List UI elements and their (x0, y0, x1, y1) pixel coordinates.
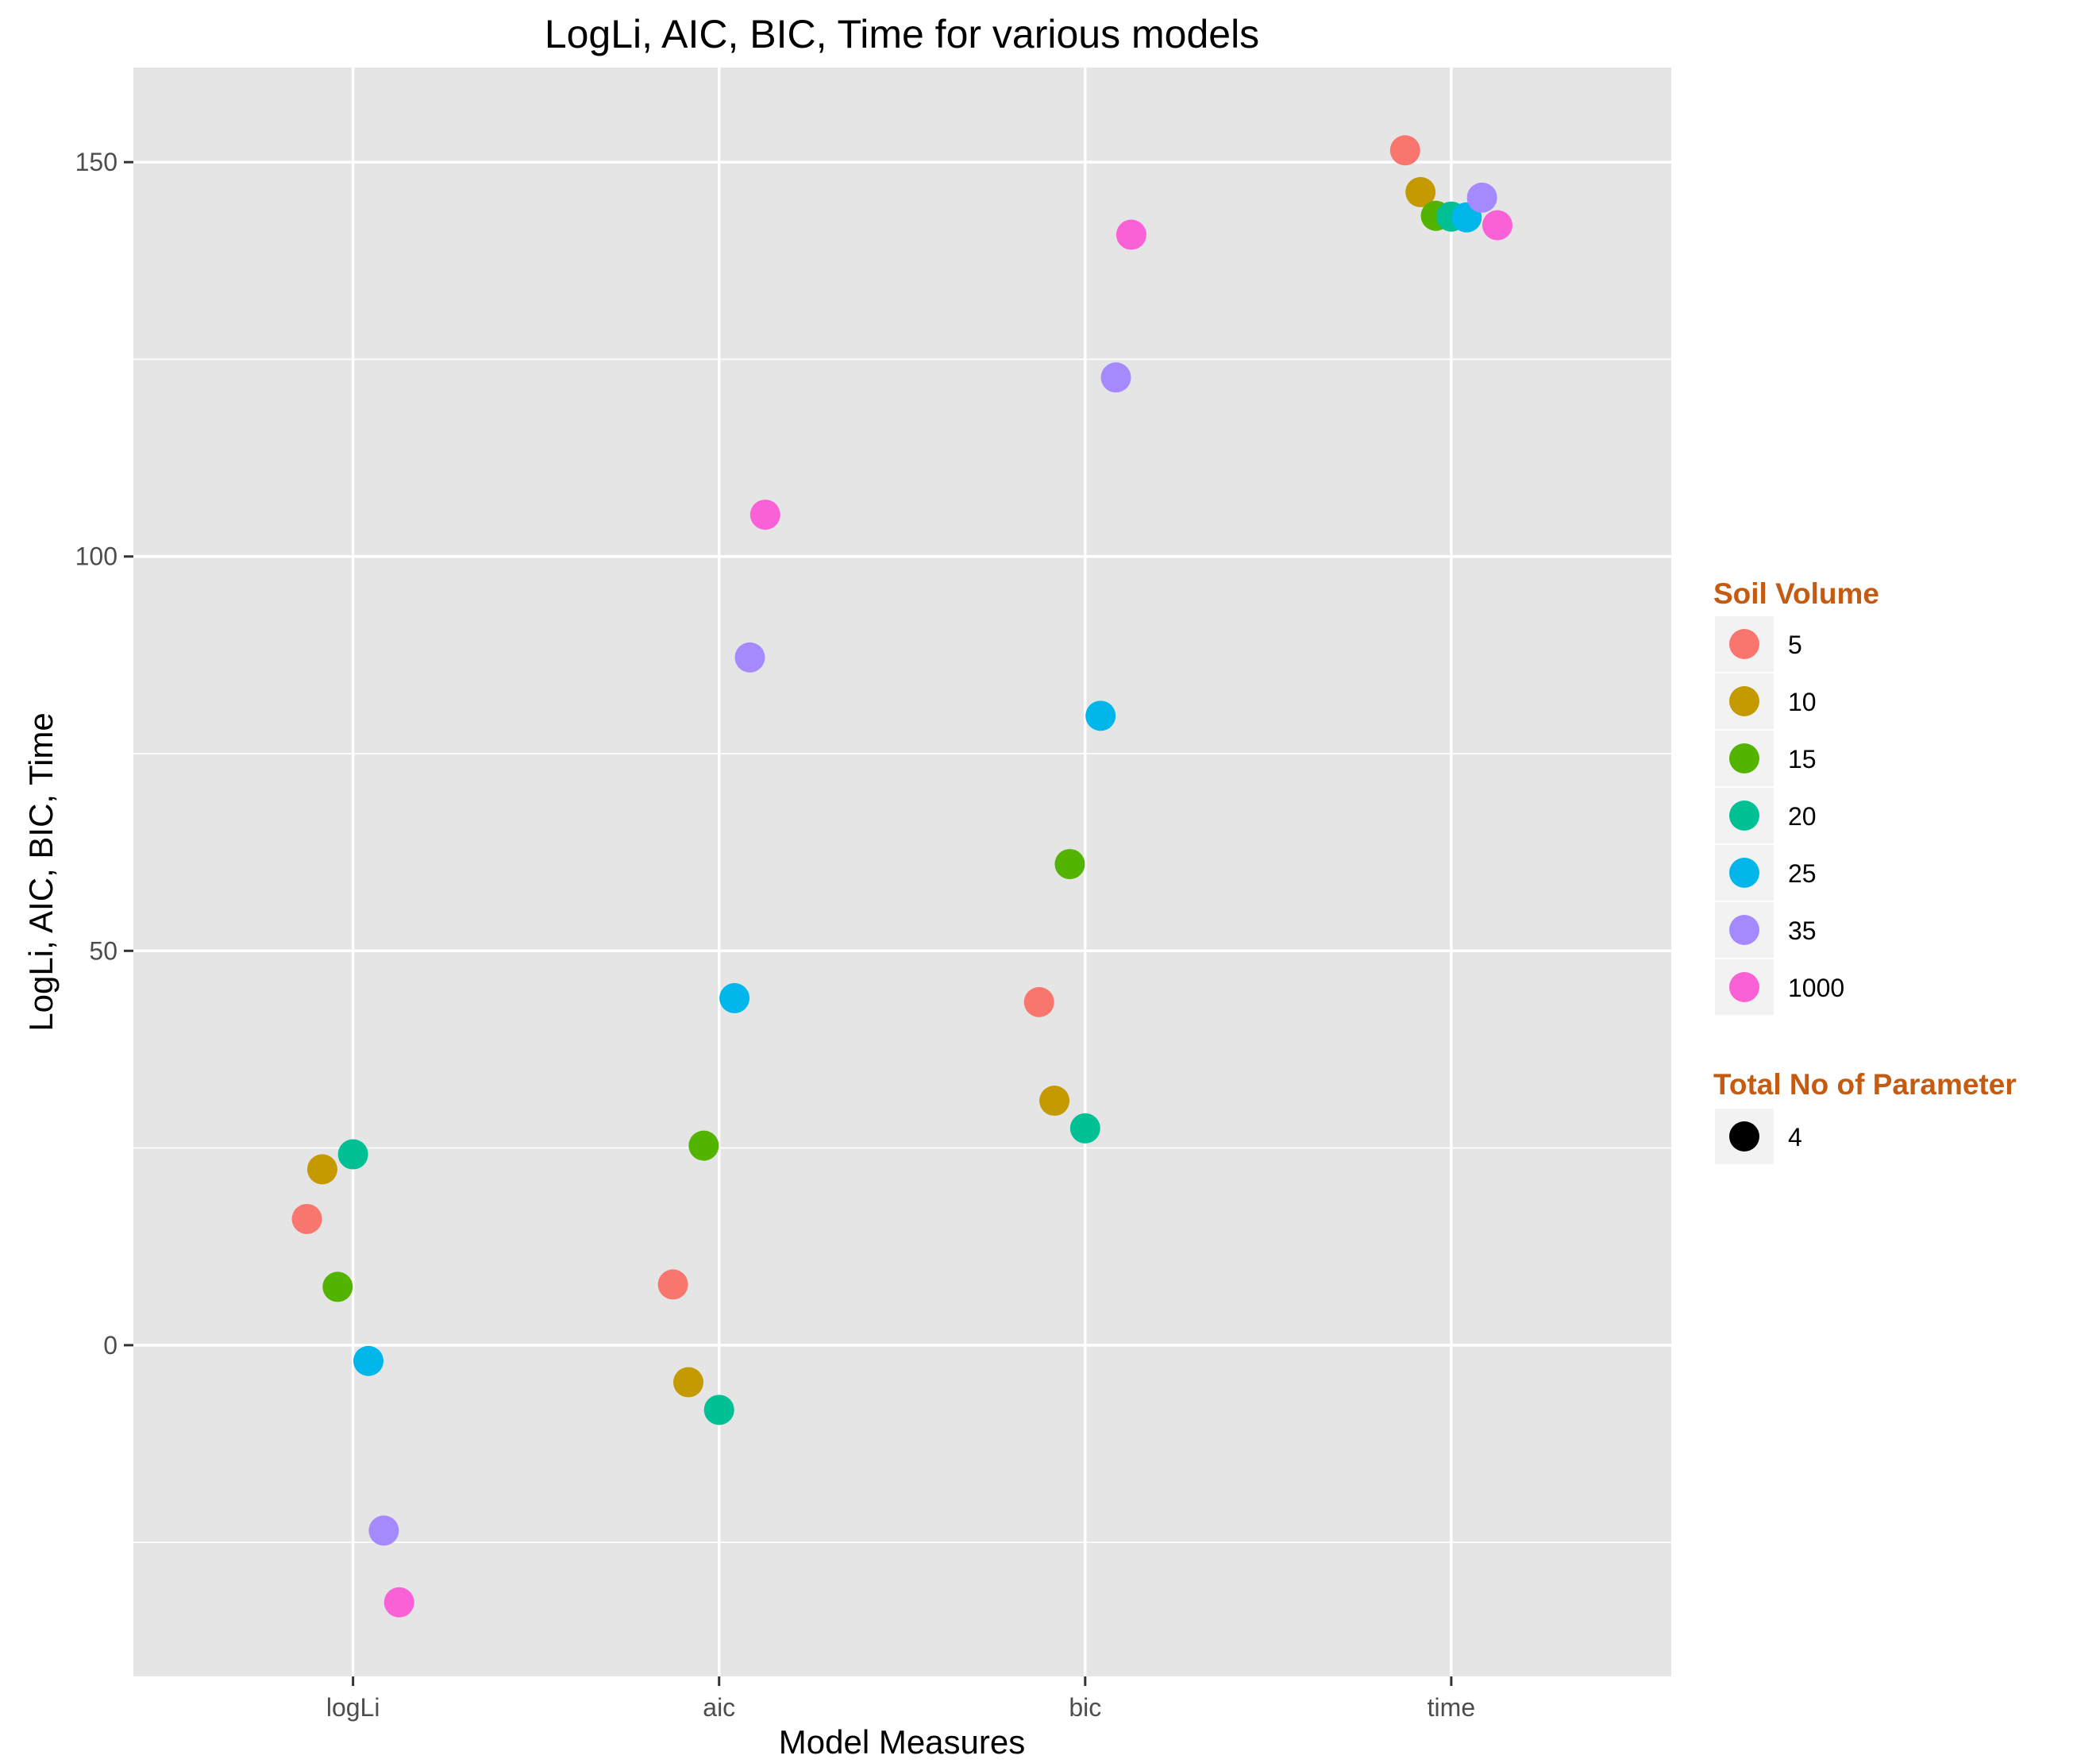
legend-title-soil-volume: Soil Volume (1713, 577, 1879, 610)
data-point (1054, 849, 1085, 880)
data-point (1116, 219, 1146, 250)
data-point (734, 642, 765, 673)
x-tick-label: time (1428, 1693, 1475, 1722)
y-tick-label: 100 (75, 542, 118, 571)
data-point (1405, 176, 1436, 207)
y-tick-label: 0 (103, 1331, 118, 1360)
x-tick-label: aic (703, 1693, 735, 1722)
legend-label: 1000 (1788, 974, 1844, 1002)
legend-label: 35 (1788, 916, 1817, 945)
data-points (291, 135, 1512, 1618)
legend-swatch (1729, 686, 1759, 716)
x-axis-title: Model Measures (779, 1723, 1025, 1761)
data-point (657, 1269, 688, 1300)
legend-label: 4 (1788, 1123, 1802, 1152)
y-tick-label: 50 (89, 936, 118, 965)
data-point (1389, 135, 1420, 166)
x-tick-label: logLi (326, 1693, 380, 1722)
data-point (1085, 700, 1116, 731)
legend-swatch (1729, 915, 1759, 945)
data-point (291, 1203, 322, 1234)
x-tick-label: bic (1069, 1693, 1101, 1722)
data-point (383, 1587, 414, 1618)
data-point (353, 1345, 384, 1376)
chart-title: LogLi, AIC, BIC, Time for various models (545, 12, 1259, 56)
legend-label: 10 (1788, 688, 1817, 716)
data-point (368, 1515, 399, 1546)
legend-total-parameters: Total No of Parameter 4 (1713, 1068, 2017, 1164)
data-point (1069, 1113, 1100, 1144)
legend-label: 5 (1788, 631, 1802, 659)
data-point (1039, 1086, 1070, 1117)
plot-panel (133, 68, 1671, 1676)
data-point (306, 1154, 337, 1185)
legend-soil-volume: Soil Volume 5 10 15 20 25 35 1000 (1713, 577, 1879, 1015)
legend-swatch (1729, 972, 1759, 1002)
data-point (688, 1130, 719, 1161)
grid-minor (133, 358, 1671, 1543)
axis-ticks: 0 50 100 150 logLi aic bic time (75, 148, 1476, 1722)
data-point (703, 1395, 734, 1425)
y-tick-label: 150 (75, 148, 118, 176)
data-point (1482, 210, 1512, 241)
legend-label: 15 (1788, 745, 1817, 773)
legend-label: 25 (1788, 859, 1817, 888)
data-point (1100, 362, 1131, 393)
legend-swatch (1729, 629, 1759, 659)
data-point (749, 500, 780, 530)
data-point (719, 982, 750, 1013)
legend-swatch (1729, 743, 1759, 773)
legend-title-total-parameters: Total No of Parameter (1713, 1068, 2017, 1101)
data-point (672, 1367, 703, 1398)
data-point (322, 1271, 353, 1302)
data-point (337, 1139, 368, 1170)
legend-swatch (1729, 800, 1759, 831)
data-point (1466, 182, 1497, 213)
legend-label: 20 (1788, 802, 1817, 831)
data-point (1023, 986, 1054, 1017)
legend-swatch (1729, 858, 1759, 888)
legend-swatch (1729, 1121, 1759, 1152)
y-axis-title: LogLi, AIC, BIC, Time (22, 712, 60, 1032)
